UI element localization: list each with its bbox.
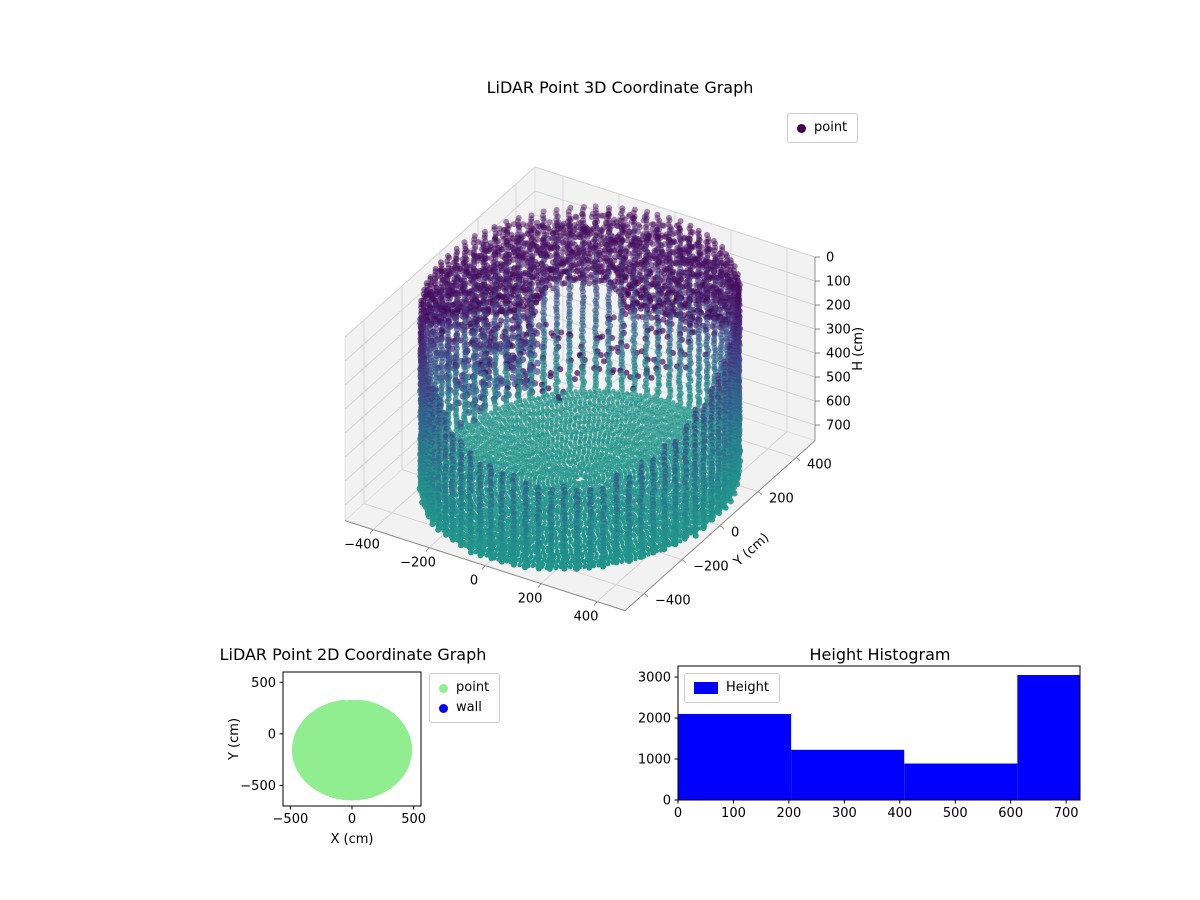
chart3d-plot <box>300 92 940 647</box>
legend-point-label: point <box>456 680 490 695</box>
point-marker-icon <box>439 683 448 693</box>
legend-wall-label: wall <box>456 700 482 715</box>
point-marker-icon <box>797 123 806 133</box>
chart2d-plot <box>185 640 435 865</box>
legend-item-point: point <box>797 118 847 138</box>
legend-item-point: point <box>439 678 489 698</box>
legend-height-label: Height <box>726 680 769 695</box>
legend-item-height: Height <box>694 678 769 698</box>
legend-item-wall: wall <box>439 698 489 718</box>
wall-marker-icon <box>439 703 448 713</box>
chart2d-legend: point wall <box>429 673 501 723</box>
height-patch-icon <box>694 682 718 694</box>
chart3d-legend: point <box>787 113 859 143</box>
histogram-legend: Height <box>684 673 780 703</box>
legend-point-label: point <box>814 120 848 135</box>
